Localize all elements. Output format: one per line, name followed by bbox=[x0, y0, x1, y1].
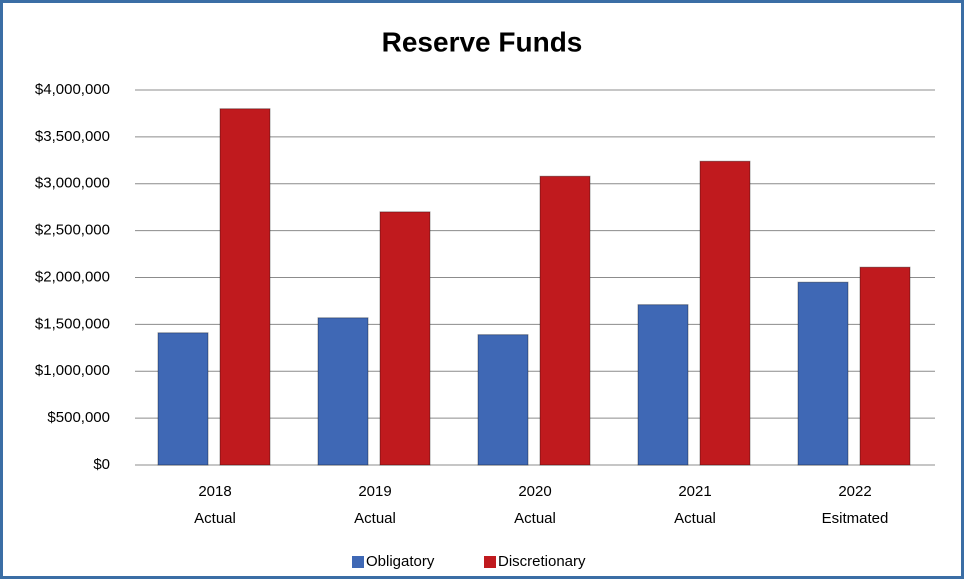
legend-label: Discretionary bbox=[498, 553, 586, 570]
bar bbox=[699, 160, 751, 466]
legend-swatch bbox=[352, 556, 364, 568]
y-tick-label: $0 bbox=[93, 456, 110, 473]
y-tick-label: $3,500,000 bbox=[35, 128, 110, 145]
x-tick-label: Actual bbox=[354, 510, 396, 527]
x-tick-label: 2019 bbox=[358, 483, 391, 500]
bar bbox=[157, 332, 209, 466]
bar bbox=[477, 334, 529, 466]
x-tick-label: 2021 bbox=[678, 483, 711, 500]
x-tick-label: Actual bbox=[674, 510, 716, 527]
bar bbox=[317, 317, 369, 466]
chart-title: Reserve Funds bbox=[382, 26, 583, 57]
y-tick-label: $2,500,000 bbox=[35, 222, 110, 239]
y-tick-label: $500,000 bbox=[47, 409, 110, 426]
x-tick-label: Actual bbox=[514, 510, 556, 527]
legend-swatch bbox=[484, 556, 496, 568]
y-tick-label: $3,000,000 bbox=[35, 175, 110, 192]
x-tick-label: Actual bbox=[194, 510, 236, 527]
bar bbox=[219, 108, 271, 466]
y-tick-label: $1,000,000 bbox=[35, 362, 110, 379]
legend-label: Obligatory bbox=[366, 553, 435, 570]
x-tick-label: 2020 bbox=[518, 483, 551, 500]
bar bbox=[379, 211, 431, 466]
x-tick-label: 2018 bbox=[198, 483, 231, 500]
x-tick-label: Esitmated bbox=[822, 510, 889, 527]
y-tick-label: $4,000,000 bbox=[35, 81, 110, 98]
bar bbox=[859, 266, 911, 466]
bar bbox=[539, 175, 591, 466]
bar bbox=[637, 304, 689, 466]
x-tick-label: 2022 bbox=[838, 483, 871, 500]
bar bbox=[797, 281, 849, 466]
y-tick-label: $2,000,000 bbox=[35, 268, 110, 285]
y-tick-label: $1,500,000 bbox=[35, 315, 110, 332]
